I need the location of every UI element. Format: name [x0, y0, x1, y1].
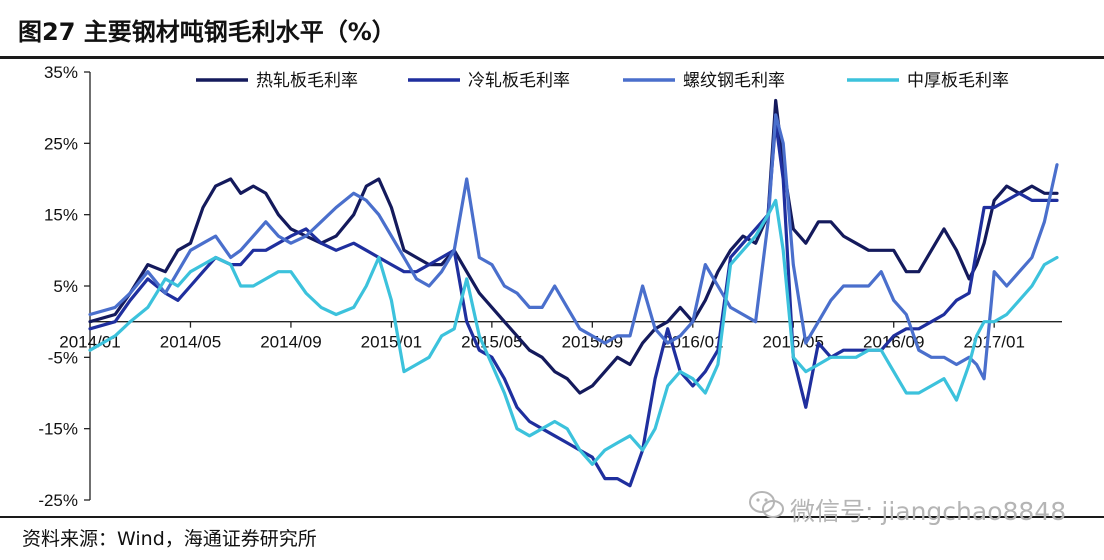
- x-tick-label: 2014/09: [260, 333, 321, 352]
- x-tick-label: 2015/01: [361, 333, 422, 352]
- series-line-4: [88, 198, 1059, 466]
- title-divider: [0, 56, 1104, 59]
- watermark-text: 微信号: jiangchao8848: [790, 497, 1067, 526]
- y-tick-label: 15%: [44, 206, 78, 225]
- y-axis: 35% 25% 15% 5% -5% -15% -25%: [38, 63, 91, 510]
- legend-label: 螺纹钢毛利率: [683, 71, 785, 91]
- chart: 35% 25% 15% 5% -5% -15% -25% 2014/01 2014/05 201…: [38, 63, 1062, 510]
- legend-item: 中厚板毛利率: [847, 71, 1009, 91]
- series-layer: [88, 98, 1059, 488]
- series-line-3: [88, 113, 1059, 381]
- y-tick-label: -15%: [38, 420, 78, 439]
- y-tick-label: 35%: [44, 63, 78, 82]
- title-bar: 图27 主要钢材吨钢毛利水平（%）: [0, 0, 1104, 56]
- source-note: 资料来源：Wind，海通证券研究所: [22, 528, 317, 550]
- y-tick-label: 5%: [53, 277, 78, 296]
- watermark: 微信号: jiangchao8848: [748, 488, 1078, 526]
- y-tick-label: 25%: [44, 134, 78, 153]
- legend-label: 冷轧板毛利率: [468, 71, 570, 91]
- x-tick-label: 2015/09: [562, 333, 623, 352]
- series-line-2: [88, 120, 1059, 488]
- legend-item: 螺纹钢毛利率: [623, 71, 785, 91]
- wechat-icon: [749, 491, 784, 518]
- x-tick-label: 2014/01: [59, 333, 120, 352]
- legend: 热轧板毛利率 冷轧板毛利率 螺纹钢毛利率 中厚板毛利率: [196, 71, 1009, 91]
- x-tick-label: 2016/09: [863, 333, 924, 352]
- x-tick-label: 2014/05: [160, 333, 221, 352]
- y-tick-label: -5%: [48, 348, 78, 367]
- x-tick-label: 2017/01: [963, 333, 1024, 352]
- footer-divider: [0, 516, 1104, 518]
- legend-item: 热轧板毛利率: [196, 71, 358, 91]
- chart-title: 图27 主要钢材吨钢毛利水平（%）: [18, 18, 396, 46]
- legend-label: 热轧板毛利率: [256, 71, 358, 91]
- x-tick-label: 2015/05: [461, 333, 522, 352]
- legend-item: 冷轧板毛利率: [408, 71, 570, 91]
- y-tick-label: -25%: [38, 491, 78, 510]
- legend-label: 中厚板毛利率: [907, 71, 1009, 91]
- series-line-1: [88, 98, 1059, 395]
